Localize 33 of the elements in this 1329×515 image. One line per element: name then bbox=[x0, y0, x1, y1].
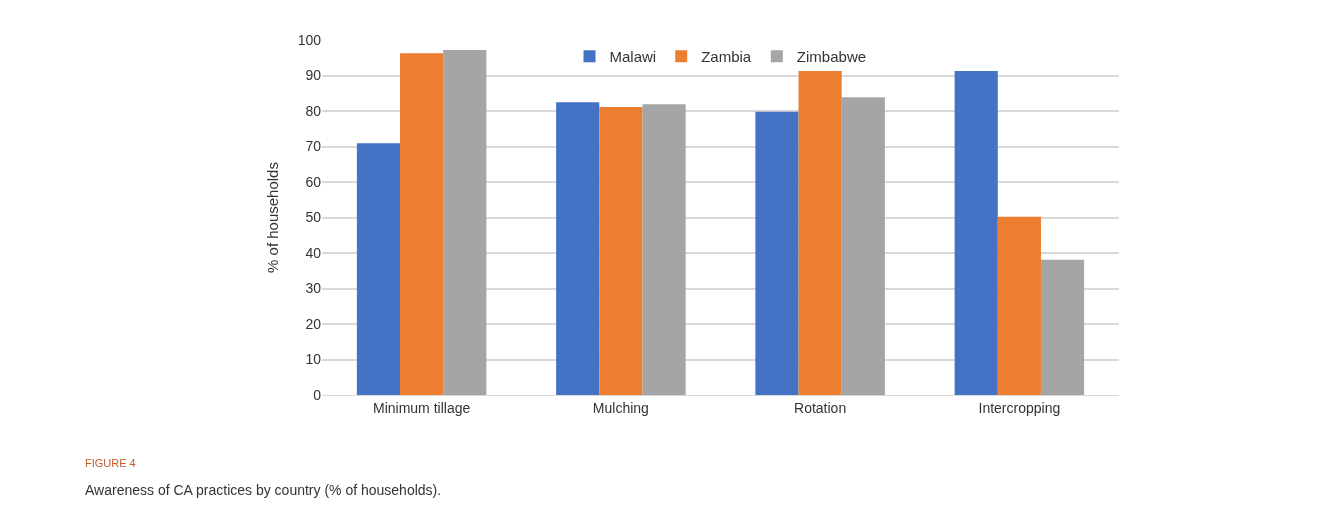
x-tick-label: Minimum tillage bbox=[373, 399, 471, 416]
y-tick-label: 90 bbox=[305, 67, 322, 84]
y-tick-label: 70 bbox=[305, 138, 322, 155]
bar bbox=[642, 104, 686, 395]
bar bbox=[841, 97, 885, 395]
x-tick-label: Mulching bbox=[592, 399, 649, 416]
bar bbox=[997, 216, 1041, 395]
bar bbox=[599, 107, 643, 395]
bar bbox=[755, 111, 799, 395]
text: Awareness of CA practices by country (% of households). bbox=[85, 482, 442, 498]
y-tick-label: 100 bbox=[297, 31, 322, 48]
legend-label: Zimbabwe bbox=[796, 48, 867, 66]
y-tick-label: 60 bbox=[305, 173, 322, 190]
y-tick-label: 80 bbox=[305, 102, 322, 119]
bar bbox=[556, 102, 600, 395]
y-tick-label: 0 bbox=[313, 386, 322, 403]
legend-label: Malawi bbox=[609, 48, 657, 66]
y-tick-label: 30 bbox=[305, 280, 322, 297]
y-tick-label: 20 bbox=[305, 315, 322, 332]
y-axis-title: % of households bbox=[263, 162, 281, 273]
bar bbox=[1040, 259, 1085, 395]
y-tick-label: 10 bbox=[305, 351, 322, 368]
x-tick-label: Rotation bbox=[794, 399, 847, 416]
bar bbox=[798, 70, 842, 395]
bar bbox=[356, 143, 401, 395]
y-tick-label: 50 bbox=[305, 209, 322, 226]
legend-label: Zambia bbox=[701, 48, 752, 66]
caption: FIGURE 4 bbox=[85, 457, 136, 469]
bar bbox=[400, 53, 444, 395]
bar bbox=[954, 70, 998, 395]
bar bbox=[443, 49, 487, 395]
y-tick-label: 40 bbox=[305, 244, 322, 261]
x-tick-label: Intercropping bbox=[978, 399, 1061, 416]
